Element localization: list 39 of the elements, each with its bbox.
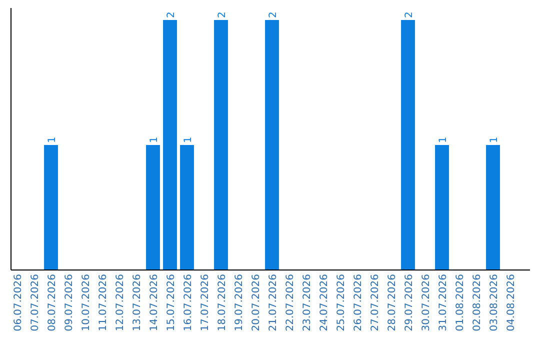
x-tick-label: 27.07.2026 [370, 274, 381, 332]
data-label: 1 [149, 136, 160, 143]
x-tick-label: 12.07.2026 [115, 274, 126, 332]
x-tick-label: 11.07.2026 [98, 274, 109, 332]
x-tick-label: 29.07.2026 [404, 274, 415, 332]
x-tick-label: 07.07.2026 [30, 274, 41, 332]
x-tick-label: 26.07.2026 [353, 274, 364, 332]
x-tick-label: 24.07.2026 [319, 274, 330, 332]
x-tick-label: 02.08.2026 [472, 274, 483, 332]
data-label: 1 [47, 136, 58, 143]
x-tick-label: 31.07.2026 [438, 274, 449, 332]
x-tick-label: 20.07.2026 [251, 274, 262, 332]
x-tick-label: 04.08.2026 [506, 274, 517, 332]
x-tick-label: 21.07.2026 [268, 274, 279, 332]
x-tick-label: 19.07.2026 [234, 274, 245, 332]
data-label: 2 [166, 12, 177, 18]
x-tick-label: 17.07.2026 [200, 274, 211, 332]
x-tick-label: 10.07.2026 [81, 274, 92, 332]
data-label: 1 [183, 136, 194, 143]
x-tick-label: 06.07.2026 [13, 274, 24, 332]
data-label: 1 [489, 136, 500, 143]
data-label: 2 [404, 12, 415, 18]
data-label: 1 [438, 136, 449, 143]
x-tick-label: 28.07.2026 [387, 274, 398, 332]
x-tick-label: 14.07.2026 [149, 274, 160, 332]
x-tick-label: 25.07.2026 [336, 274, 347, 332]
x-tick-label: 08.07.2026 [47, 274, 58, 332]
x-tick-label: 22.07.2026 [285, 274, 296, 332]
x-tick-label: 23.07.2026 [302, 274, 313, 332]
data-label: 2 [217, 12, 228, 18]
x-tick-label: 18.07.2026 [217, 274, 228, 332]
x-tick-label: 30.07.2026 [421, 274, 432, 332]
x-tick-label: 03.08.2026 [489, 274, 500, 332]
x-tick-label: 15.07.2026 [166, 274, 177, 332]
x-tick-label: 16.07.2026 [183, 274, 194, 332]
x-tick-label: 09.07.2026 [64, 274, 75, 332]
x-tick-label: 13.07.2026 [132, 274, 143, 332]
data-label: 2 [268, 12, 279, 18]
x-tick-label: 01.08.2026 [455, 274, 466, 332]
